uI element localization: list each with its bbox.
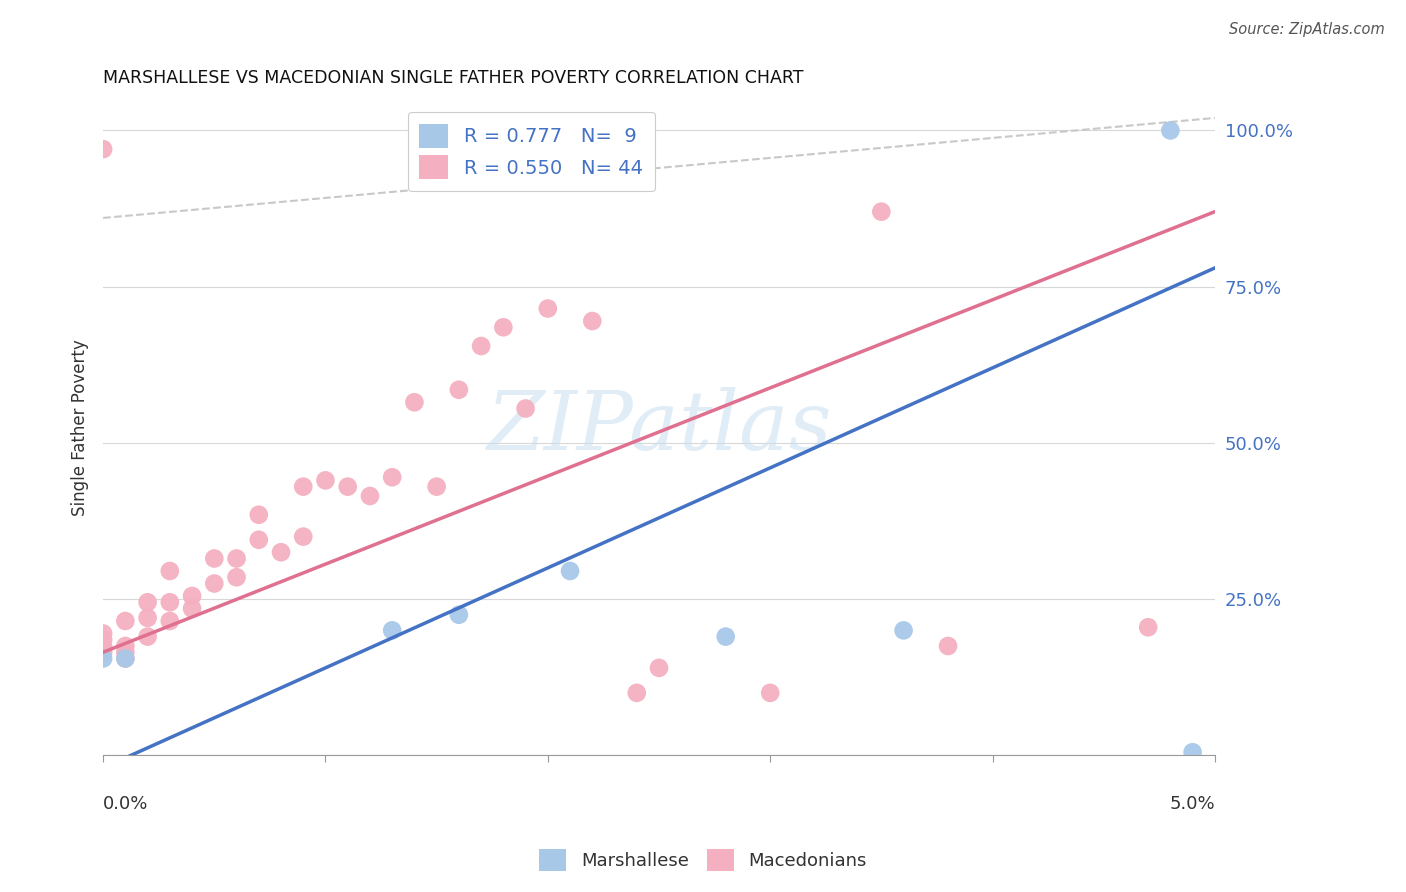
Point xyxy=(492,320,515,334)
Text: ZIPatlas: ZIPatlas xyxy=(486,387,832,467)
Point xyxy=(91,626,114,640)
Point xyxy=(292,480,315,494)
Point xyxy=(247,533,270,547)
Text: 5.0%: 5.0% xyxy=(1170,795,1215,813)
Point xyxy=(225,570,247,584)
Point xyxy=(426,480,449,494)
Point xyxy=(91,142,114,156)
Point xyxy=(91,639,114,653)
Point xyxy=(648,661,671,675)
Point xyxy=(91,645,114,659)
Point xyxy=(626,686,648,700)
Point xyxy=(114,645,136,659)
Point xyxy=(336,480,359,494)
Legend: R = 0.777   N=  9, R = 0.550   N= 44: R = 0.777 N= 9, R = 0.550 N= 44 xyxy=(408,112,655,191)
Point xyxy=(292,530,315,544)
Y-axis label: Single Father Poverty: Single Father Poverty xyxy=(72,339,89,516)
Text: MARSHALLESE VS MACEDONIAN SINGLE FATHER POVERTY CORRELATION CHART: MARSHALLESE VS MACEDONIAN SINGLE FATHER … xyxy=(103,69,804,87)
Point xyxy=(136,611,159,625)
Point xyxy=(714,630,737,644)
Point xyxy=(381,624,404,638)
Point xyxy=(1159,123,1181,137)
Point xyxy=(114,651,136,665)
Point xyxy=(114,614,136,628)
Point xyxy=(470,339,492,353)
Point xyxy=(936,639,959,653)
Point xyxy=(893,624,915,638)
Point xyxy=(159,564,181,578)
Point xyxy=(270,545,292,559)
Point xyxy=(1137,620,1160,634)
Text: Source: ZipAtlas.com: Source: ZipAtlas.com xyxy=(1229,22,1385,37)
Point xyxy=(91,632,114,647)
Point xyxy=(181,601,204,615)
Point xyxy=(247,508,270,522)
Point xyxy=(870,204,893,219)
Point xyxy=(202,551,225,566)
Point xyxy=(537,301,560,316)
Point xyxy=(136,630,159,644)
Point xyxy=(91,651,114,665)
Point xyxy=(447,607,470,622)
Point xyxy=(558,564,581,578)
Text: 0.0%: 0.0% xyxy=(103,795,149,813)
Point xyxy=(515,401,537,416)
Point xyxy=(114,651,136,665)
Legend: Marshallese, Macedonians: Marshallese, Macedonians xyxy=(531,842,875,879)
Point xyxy=(159,614,181,628)
Point xyxy=(136,595,159,609)
Point xyxy=(581,314,603,328)
Point xyxy=(381,470,404,484)
Point xyxy=(225,551,247,566)
Point xyxy=(202,576,225,591)
Point xyxy=(159,595,181,609)
Point xyxy=(359,489,381,503)
Point xyxy=(181,589,204,603)
Point xyxy=(114,639,136,653)
Point xyxy=(1181,745,1204,759)
Point xyxy=(404,395,426,409)
Point xyxy=(314,474,336,488)
Point xyxy=(447,383,470,397)
Point xyxy=(759,686,782,700)
